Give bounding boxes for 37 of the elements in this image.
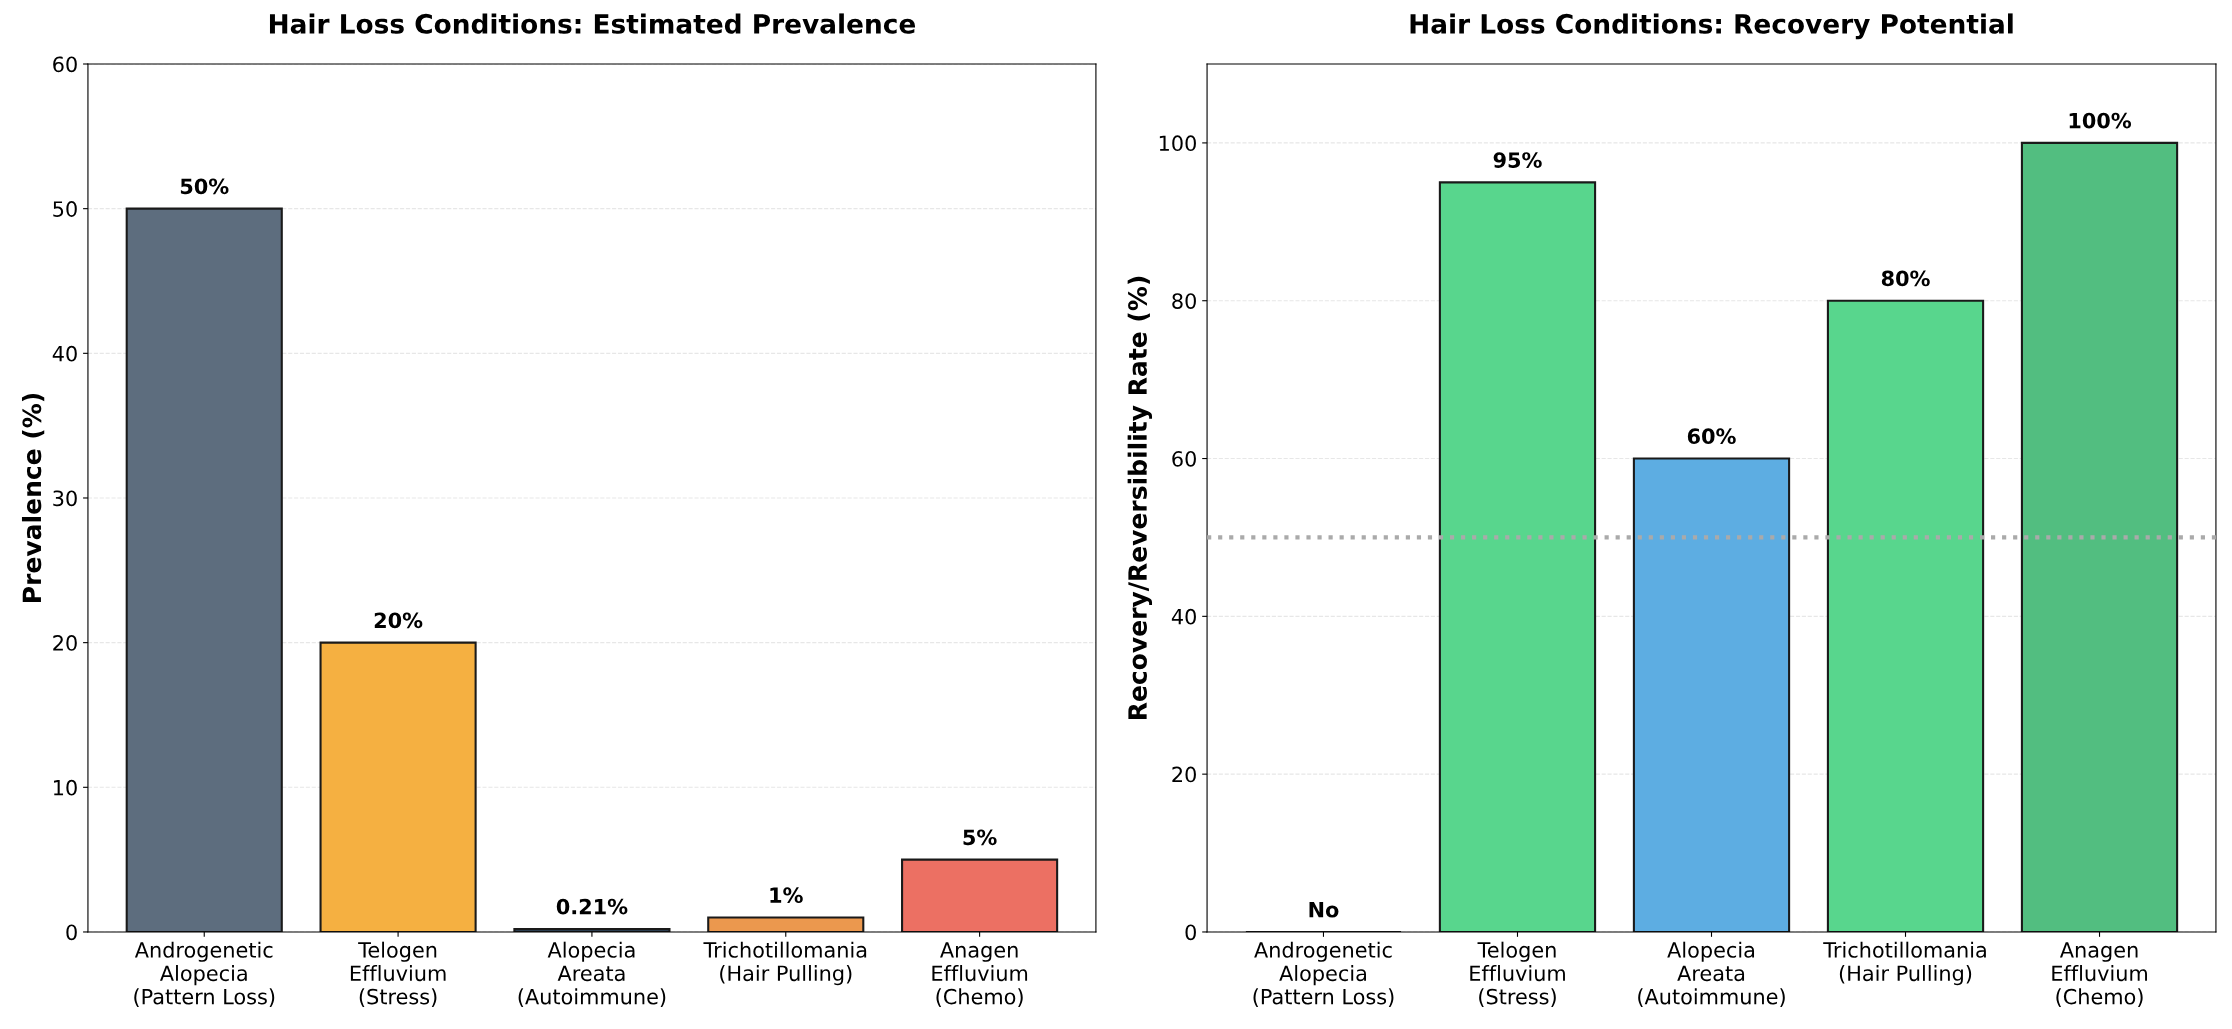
- y-tick-label: 30: [53, 490, 77, 507]
- y-tick-label: 0: [1185, 924, 1196, 941]
- x-tick-label: Trichotillomania (Hair Pulling): [703, 941, 867, 986]
- data-label: 0.21%: [556, 898, 628, 915]
- data-label: 80%: [1881, 270, 1930, 287]
- data-label: 1%: [770, 887, 803, 904]
- data-label: 5%: [963, 829, 997, 846]
- y-tick-label: 80: [1172, 293, 1196, 309]
- y-tick-label: 60: [1172, 450, 1196, 467]
- data-label: 50%: [180, 178, 229, 195]
- y-tick-label: 100: [1159, 135, 1196, 152]
- y-tick-label: 60: [53, 56, 77, 73]
- y-tick-label: 0: [66, 924, 77, 941]
- y-tick-label: 40: [52, 345, 77, 362]
- x-tick-label: Alopecia Areata (Autoimmune): [518, 941, 666, 1007]
- x-tick-label: Telogen Effluvium (Stress): [350, 941, 446, 1007]
- data-label: 60%: [1687, 428, 1736, 445]
- y-tick-label: 40: [1171, 608, 1196, 625]
- data-label: No: [1309, 902, 1339, 918]
- y-axis-title: Prevalence (%): [21, 393, 45, 602]
- x-tick-label: Androgenetic Alopecia (Pattern Loss): [1253, 941, 1394, 1007]
- x-tick-label: Alopecia Areata (Autoimmune): [1638, 941, 1785, 1007]
- data-label: 100%: [2069, 112, 2132, 129]
- y-tick-label: 20: [1172, 766, 1196, 783]
- x-tick-label: Anagen Effluvium (Chemo): [932, 942, 1028, 1007]
- y-tick-label: 20: [53, 635, 77, 651]
- chart-title: Hair Loss Conditions: Estimated Prevalence: [269, 13, 916, 34]
- y-axis-title: Recovery/Reversibility Rate (%): [1127, 276, 1153, 720]
- data-label: 20%: [374, 612, 423, 629]
- chart-title: Hair Loss Conditions: Recovery Potential: [1410, 13, 2013, 40]
- x-tick-label: Androgenetic Alopecia (Pattern Loss): [134, 941, 275, 1007]
- y-tick-label: 10: [54, 779, 77, 796]
- x-tick-label: Trichotillomania (Hair Pulling): [1823, 941, 1986, 986]
- y-tick-label: 50: [53, 201, 77, 217]
- x-tick-label: Anagen Effluvium (Chemo): [2052, 942, 2147, 1007]
- data-label: 95%: [1493, 152, 1542, 168]
- x-tick-label: Telogen Effluvium (Stress): [1470, 941, 1565, 1007]
